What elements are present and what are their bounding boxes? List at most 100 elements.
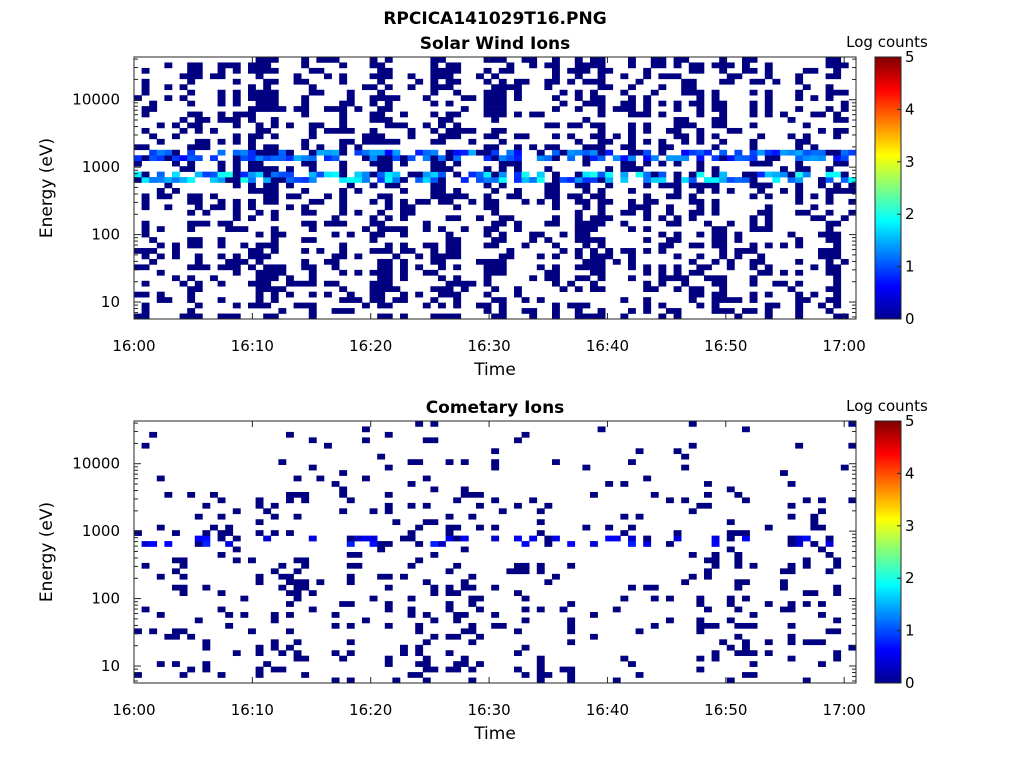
heatmap-cell bbox=[802, 562, 811, 569]
heatmap-cell bbox=[514, 286, 522, 293]
heatmap-cell bbox=[369, 149, 378, 156]
heatmap-cell bbox=[711, 144, 720, 151]
heatmap-cell bbox=[643, 67, 652, 74]
heatmap-cell bbox=[734, 606, 743, 613]
heatmap-cell bbox=[491, 106, 500, 112]
heatmap-cell bbox=[438, 541, 446, 547]
heatmap-cell bbox=[628, 127, 636, 134]
heatmap-cell bbox=[194, 617, 203, 624]
heatmap-cell bbox=[134, 672, 142, 678]
heatmap-cell bbox=[362, 437, 370, 444]
heatmap-cell bbox=[270, 166, 279, 172]
heatmap-cell bbox=[704, 182, 712, 189]
heatmap-cell bbox=[833, 248, 842, 254]
heatmap-cell bbox=[833, 562, 842, 569]
heatmap-cell bbox=[339, 198, 348, 205]
heatmap-cell bbox=[483, 182, 492, 189]
heatmap-cell bbox=[597, 242, 606, 249]
heatmap-cell bbox=[772, 302, 781, 309]
heatmap-cell bbox=[476, 606, 484, 613]
heatmap-cell bbox=[430, 297, 439, 303]
heatmap-cell bbox=[795, 182, 804, 189]
heatmap-cell bbox=[339, 220, 348, 227]
heatmap-cell bbox=[726, 258, 735, 265]
heatmap-cell bbox=[825, 226, 834, 232]
heatmap-cell bbox=[438, 286, 446, 293]
heatmap-cell bbox=[711, 226, 720, 232]
heatmap-cell bbox=[605, 215, 614, 222]
heatmap-cell bbox=[666, 220, 674, 227]
heatmap-cell bbox=[453, 562, 462, 569]
heatmap-cell bbox=[764, 100, 773, 107]
heatmap-cell bbox=[141, 606, 150, 613]
heatmap-cell bbox=[582, 524, 591, 531]
heatmap-cell bbox=[810, 155, 819, 162]
heatmap-cell bbox=[574, 209, 583, 216]
heatmap-cell bbox=[483, 231, 492, 238]
heatmap-cell bbox=[742, 177, 750, 183]
heatmap-cell bbox=[567, 155, 576, 162]
heatmap-cell bbox=[833, 617, 842, 624]
heatmap-cell bbox=[248, 204, 256, 211]
heatmap-cell bbox=[141, 302, 150, 309]
heatmap-cell bbox=[833, 89, 842, 96]
heatmap-cell bbox=[787, 633, 796, 640]
heatmap-cell bbox=[377, 275, 386, 282]
heatmap-cell bbox=[818, 302, 826, 309]
heatmap-cell bbox=[711, 308, 720, 314]
heatmap-cell bbox=[764, 524, 773, 531]
heatmap-cell bbox=[270, 237, 279, 243]
heatmap-cell bbox=[650, 171, 659, 178]
heatmap-cell bbox=[757, 258, 766, 265]
heatmap-cell bbox=[506, 248, 515, 254]
heatmap-cell bbox=[255, 133, 264, 140]
heatmap-cell bbox=[400, 177, 408, 183]
x-tick-label: 16:50 bbox=[704, 701, 747, 719]
heatmap-cell bbox=[772, 177, 781, 183]
heatmap-cell bbox=[301, 155, 310, 162]
heatmap-cell bbox=[362, 302, 370, 309]
heatmap-cell bbox=[749, 562, 758, 569]
heatmap-cell bbox=[293, 475, 302, 482]
heatmap-cell bbox=[453, 291, 462, 298]
heatmap-cell bbox=[453, 193, 462, 200]
heatmap-cell bbox=[597, 149, 606, 156]
heatmap-cell bbox=[369, 297, 378, 303]
heatmap-cell bbox=[187, 122, 196, 129]
heatmap-cell bbox=[156, 253, 165, 260]
heatmap-cell bbox=[833, 231, 842, 238]
heatmap-cell bbox=[255, 188, 264, 194]
heatmap-cell bbox=[506, 155, 515, 162]
heatmap-cell bbox=[544, 155, 553, 162]
heatmap-cell bbox=[232, 160, 241, 167]
heatmap-cell bbox=[795, 149, 804, 156]
heatmap-cell bbox=[833, 220, 842, 227]
heatmap-cell bbox=[666, 182, 674, 189]
heatmap-cell bbox=[369, 127, 378, 134]
heatmap-cell bbox=[726, 644, 735, 651]
heatmap-cell bbox=[650, 491, 659, 498]
heatmap-cell bbox=[764, 264, 773, 271]
heatmap-cell bbox=[232, 78, 241, 85]
heatmap-cell bbox=[635, 448, 644, 455]
heatmap-cell bbox=[734, 231, 743, 238]
heatmap-cell bbox=[552, 155, 560, 162]
heatmap-cell bbox=[810, 519, 819, 526]
heatmap-cell bbox=[194, 280, 203, 287]
heatmap-cell bbox=[491, 459, 500, 465]
heatmap-cell bbox=[407, 530, 416, 536]
heatmap-cell bbox=[498, 215, 507, 222]
heatmap-cell bbox=[324, 57, 332, 63]
heatmap-cell bbox=[377, 67, 386, 74]
heatmap-cell bbox=[825, 188, 834, 194]
heatmap-cell bbox=[711, 275, 720, 282]
heatmap-cell bbox=[377, 291, 386, 298]
heatmap-cell bbox=[696, 502, 705, 509]
heatmap-cell bbox=[696, 655, 705, 662]
heatmap-cell bbox=[263, 198, 272, 205]
heatmap-cell bbox=[673, 193, 682, 200]
heatmap-cell bbox=[749, 622, 758, 629]
heatmap-cell bbox=[757, 160, 766, 167]
heatmap-cell bbox=[141, 308, 150, 314]
heatmap-cell bbox=[628, 188, 636, 194]
